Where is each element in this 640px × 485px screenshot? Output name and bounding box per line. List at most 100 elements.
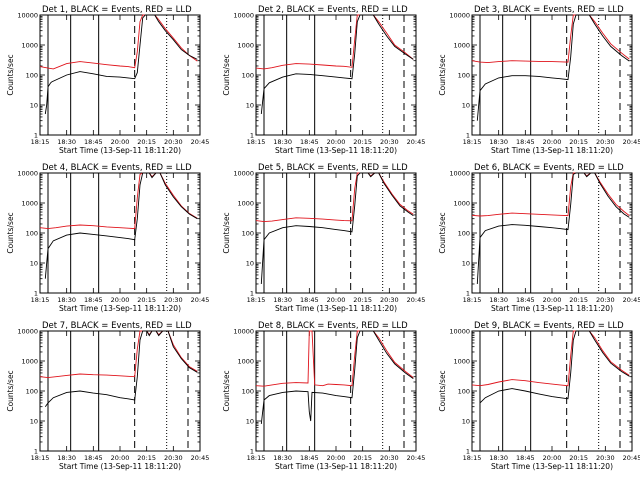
- y-tick-label: 10000: [449, 328, 470, 336]
- y-tick-label: 10000: [17, 328, 38, 336]
- x-tick-label: 18:45: [516, 454, 535, 462]
- x-tick-label: 20:30: [164, 138, 183, 146]
- x-tick-label: 18:45: [300, 138, 319, 146]
- y-tick-label: 1000: [21, 358, 38, 366]
- x-tick-label: 20:15: [569, 138, 588, 146]
- x-tick-label: 18:45: [300, 296, 319, 304]
- plot-frame: [255, 330, 417, 452]
- y-tick-label: 1: [466, 290, 470, 298]
- detector-panel: Det 9, BLACK = Events, RED = LLD 1 10 100 10…: [438, 321, 640, 471]
- series-lld-line: [471, 14, 630, 64]
- x-tick-label: 20:45: [407, 296, 426, 304]
- x-tick-label: 18:15: [463, 138, 482, 146]
- x-tick-label: 18:30: [57, 138, 76, 146]
- y-axis-label: Counts/sec: [6, 54, 15, 95]
- x-tick-label: 18:45: [84, 296, 103, 304]
- series-lld-line: [255, 14, 414, 70]
- detector-panel: Det 8, BLACK = Events, RED = LLD 1 10 100 10…: [222, 321, 425, 471]
- y-tick-label: 10: [462, 418, 470, 426]
- x-tick-label: 18:15: [31, 138, 50, 146]
- y-tick-label: 1000: [237, 358, 254, 366]
- series-events-line: [44, 330, 198, 407]
- x-axis-label: Start Time (13-Sep-11 18:11:20): [59, 462, 181, 471]
- x-tick-label: 18:45: [84, 138, 103, 146]
- x-tick-label: 20:15: [569, 454, 588, 462]
- y-axis-label: Counts/sec: [438, 212, 447, 253]
- x-axis-label: Start Time (13-Sep-11 18:11:20): [491, 462, 613, 471]
- panel-title: Det 8, BLACK = Events, RED = LLD: [258, 321, 408, 331]
- panel-title: Det 5, BLACK = Events, RED = LLD: [258, 163, 408, 173]
- series-lld-line: [39, 14, 198, 70]
- series-events-line: [260, 172, 414, 285]
- y-tick-label: 100: [458, 230, 470, 238]
- x-tick-label: 20:45: [623, 138, 640, 146]
- y-tick-label: 10: [30, 418, 38, 426]
- y-tick-label: 10: [462, 260, 470, 268]
- x-tick-label: 20:00: [327, 138, 346, 146]
- x-tick-label: 20:30: [380, 138, 399, 146]
- x-tick-label: 20:15: [137, 138, 156, 146]
- y-axis-label: Counts/sec: [222, 54, 231, 95]
- y-axis-label: Counts/sec: [438, 370, 447, 411]
- panel-title: Det 6, BLACK = Events, RED = LLD: [474, 163, 624, 173]
- y-tick-label: 1000: [237, 42, 254, 50]
- series-events-line: [260, 14, 414, 115]
- x-tick-label: 20:00: [111, 138, 130, 146]
- x-tick-label: 18:45: [516, 138, 535, 146]
- y-tick-label: 10: [30, 102, 38, 110]
- y-axis-label: Counts/sec: [222, 370, 231, 411]
- y-tick-label: 1: [250, 448, 254, 456]
- y-tick-label: 100: [26, 72, 38, 80]
- y-tick-label: 100: [242, 72, 254, 80]
- panel-title: Det 4, BLACK = Events, RED = LLD: [42, 163, 192, 173]
- x-tick-label: 18:30: [273, 454, 292, 462]
- x-tick-label: 18:30: [489, 138, 508, 146]
- y-tick-label: 1: [250, 132, 254, 140]
- y-tick-label: 100: [458, 388, 470, 396]
- y-tick-label: 100: [458, 72, 470, 80]
- x-axis-label: Start Time (13-Sep-11 18:11:20): [59, 146, 181, 155]
- x-axis-label: Start Time (13-Sep-11 18:11:20): [491, 304, 613, 313]
- y-axis-label: Counts/sec: [6, 212, 15, 253]
- x-tick-label: 20:45: [191, 138, 210, 146]
- x-tick-label: 20:00: [327, 296, 346, 304]
- x-tick-label: 18:15: [463, 296, 482, 304]
- y-tick-label: 10000: [233, 12, 254, 20]
- y-tick-label: 100: [26, 230, 38, 238]
- panel-title: Det 2, BLACK = Events, RED = LLD: [258, 5, 408, 15]
- y-tick-label: 100: [242, 230, 254, 238]
- x-axis-label: Start Time (13-Sep-11 18:11:20): [491, 146, 613, 155]
- x-axis-label: Start Time (13-Sep-11 18:11:20): [275, 304, 397, 313]
- plot-frame: [39, 172, 201, 294]
- x-tick-label: 18:45: [516, 296, 535, 304]
- y-tick-label: 100: [26, 388, 38, 396]
- x-tick-label: 18:30: [489, 296, 508, 304]
- x-axis-label: Start Time (13-Sep-11 18:11:20): [275, 146, 397, 155]
- detector-panel: Det 1, BLACK = Events, RED = LLD 1 10 100 10…: [6, 5, 209, 155]
- x-tick-label: 20:15: [569, 296, 588, 304]
- x-tick-label: 20:15: [353, 138, 372, 146]
- x-tick-label: 20:30: [164, 454, 183, 462]
- x-tick-label: 20:00: [543, 138, 562, 146]
- panel-title: Det 3, BLACK = Events, RED = LLD: [474, 5, 624, 15]
- x-tick-label: 20:45: [191, 454, 210, 462]
- y-axis-label: Counts/sec: [438, 54, 447, 95]
- x-tick-label: 18:30: [489, 454, 508, 462]
- panel-title: Det 9, BLACK = Events, RED = LLD: [474, 321, 624, 331]
- y-tick-label: 10000: [233, 170, 254, 178]
- x-tick-label: 18:45: [84, 454, 103, 462]
- y-tick-label: 1000: [237, 200, 254, 208]
- series-lld-line: [255, 172, 414, 223]
- x-tick-label: 20:30: [380, 296, 399, 304]
- series-lld-line: [39, 330, 198, 379]
- x-tick-label: 20:30: [380, 454, 399, 462]
- y-tick-label: 1000: [453, 200, 470, 208]
- y-tick-label: 1000: [21, 200, 38, 208]
- x-tick-label: 18:15: [31, 296, 50, 304]
- y-tick-label: 10: [246, 102, 254, 110]
- series-events-line: [44, 14, 198, 115]
- series-events-line: [476, 14, 630, 121]
- series-events-line: [476, 172, 630, 285]
